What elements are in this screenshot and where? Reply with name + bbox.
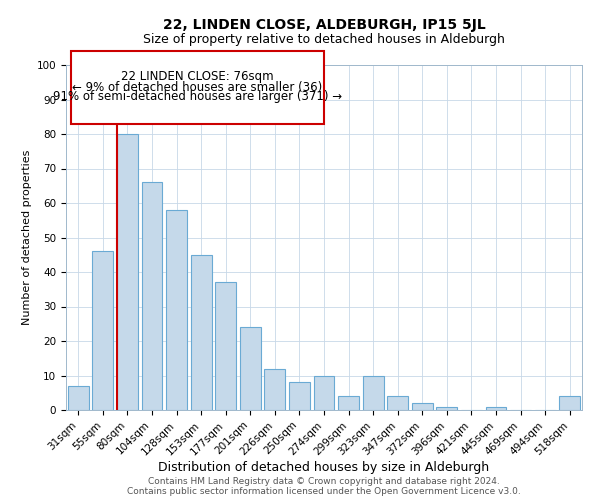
Bar: [265, 368, 286, 410]
X-axis label: Distribution of detached houses by size in Aldeburgh: Distribution of detached houses by size …: [158, 460, 490, 473]
Text: Contains public sector information licensed under the Open Government Licence v3: Contains public sector information licen…: [127, 487, 521, 496]
Bar: [117, 134, 138, 410]
Bar: [240, 327, 261, 410]
Bar: [191, 254, 212, 410]
Text: ← 9% of detached houses are smaller (36): ← 9% of detached houses are smaller (36): [73, 80, 323, 94]
Text: Contains HM Land Registry data © Crown copyright and database right 2024.: Contains HM Land Registry data © Crown c…: [148, 478, 500, 486]
Bar: [559, 396, 580, 410]
Text: 22, LINDEN CLOSE, ALDEBURGH, IP15 5JL: 22, LINDEN CLOSE, ALDEBURGH, IP15 5JL: [163, 18, 485, 32]
Bar: [436, 406, 457, 410]
Bar: [362, 376, 383, 410]
Bar: [142, 182, 163, 410]
Bar: [338, 396, 359, 410]
FancyBboxPatch shape: [71, 51, 324, 124]
Text: 22 LINDEN CLOSE: 76sqm: 22 LINDEN CLOSE: 76sqm: [121, 70, 274, 83]
Bar: [92, 252, 113, 410]
Text: 91% of semi-detached houses are larger (371) →: 91% of semi-detached houses are larger (…: [53, 90, 342, 103]
Bar: [166, 210, 187, 410]
Bar: [314, 376, 334, 410]
Text: Size of property relative to detached houses in Aldeburgh: Size of property relative to detached ho…: [143, 32, 505, 46]
Bar: [412, 403, 433, 410]
Bar: [387, 396, 408, 410]
Bar: [485, 406, 506, 410]
Bar: [215, 282, 236, 410]
Bar: [68, 386, 89, 410]
Y-axis label: Number of detached properties: Number of detached properties: [22, 150, 32, 325]
Bar: [289, 382, 310, 410]
